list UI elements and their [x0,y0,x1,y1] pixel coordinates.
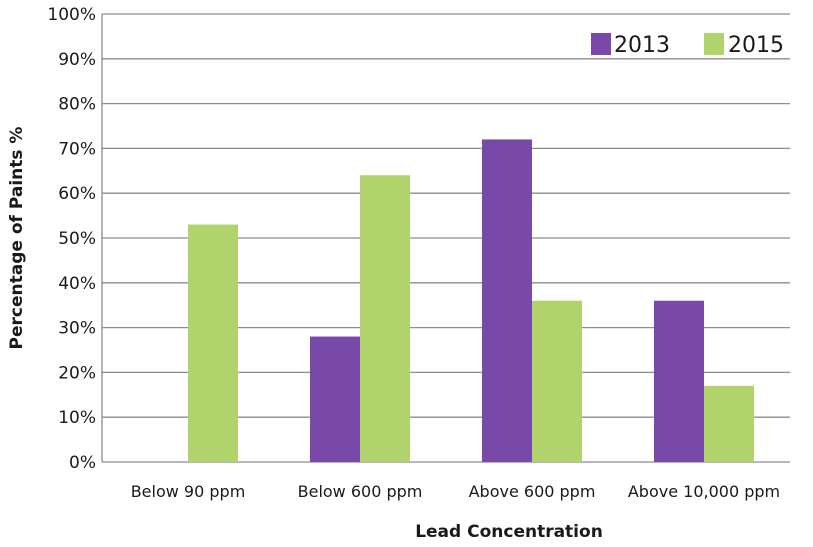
x-category-label: Below 90 ppm [131,482,246,501]
x-axis-categories: Below 90 ppm Below 600 ppm Above 600 ppm Ab… [131,482,780,501]
y-tick-label: 100% [47,5,96,25]
x-category-label: Above 10,000 ppm [628,482,780,501]
bar-2013-2 [482,139,532,462]
y-axis-title: Percentage of Paints % [7,127,27,350]
y-tick-label: 60% [58,184,96,204]
y-tick-label: 0% [69,453,96,473]
legend-swatch-2015 [704,33,724,55]
legend-swatch-2013 [591,33,611,55]
y-tick-label: 80% [58,95,96,115]
x-axis-title: Lead Concentration [415,522,603,542]
y-tick-label: 20% [58,363,96,383]
y-axis-ticks: 0% 10% 20% 30% 40% 50% 60% 70% 80% 90% 100% [47,5,96,473]
bar-2015-1 [360,175,410,462]
bar-2015-2 [532,300,582,462]
legend: 2013 2015 [591,33,784,58]
x-category-label: Above 600 ppm [469,482,596,501]
y-tick-label: 10% [58,408,96,428]
y-tick-label: 30% [58,319,96,339]
bar-2015-0 [188,224,238,462]
y-tick-label: 90% [58,50,96,70]
bar-2013-1 [310,336,360,462]
bars [188,139,754,462]
y-tick-label: 40% [58,274,96,294]
bar-2013-3 [654,300,704,462]
legend-label-2013: 2013 [614,33,670,58]
bar-2015-3 [704,385,754,462]
y-tick-label: 70% [58,139,96,159]
y-tick-label: 50% [58,229,96,249]
x-category-label: Below 600 ppm [298,482,423,501]
legend-label-2015: 2015 [728,33,784,58]
